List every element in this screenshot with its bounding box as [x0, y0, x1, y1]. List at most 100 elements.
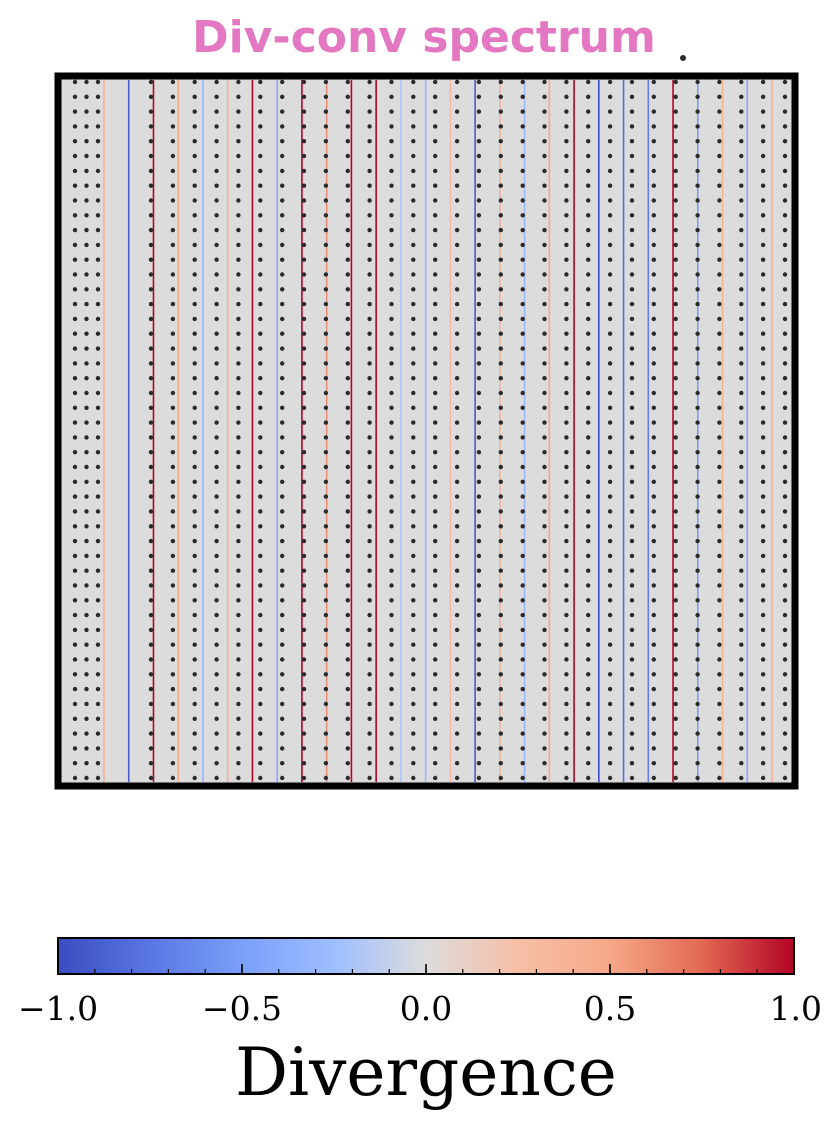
flow-marker [454, 524, 460, 529]
flow-marker [84, 553, 89, 559]
flow-marker [367, 686, 372, 692]
flow-marker [214, 227, 219, 233]
flow-marker [258, 701, 263, 707]
flow-marker [433, 316, 438, 322]
flow-marker [84, 761, 89, 766]
flow-marker [651, 775, 656, 781]
flow-marker [301, 390, 307, 396]
plot-background [58, 76, 795, 786]
flow-marker [148, 746, 154, 751]
flow-marker [673, 94, 678, 100]
flow-marker [258, 450, 263, 455]
flow-marker [72, 657, 78, 662]
flow-marker [95, 257, 101, 262]
flow-marker [367, 583, 372, 588]
flow-marker [258, 139, 263, 144]
flow-marker [192, 94, 197, 100]
flow-marker [170, 464, 176, 470]
flow-marker [782, 627, 788, 633]
flow-marker [564, 642, 569, 647]
flow-marker [739, 612, 744, 618]
flow-marker [301, 627, 307, 633]
flow-marker [586, 686, 591, 692]
flow-marker [607, 79, 613, 85]
flow-marker [542, 568, 547, 573]
flow-marker [345, 583, 350, 588]
flow-marker [84, 301, 89, 307]
flow-marker [214, 612, 219, 618]
flow-marker [433, 657, 438, 662]
flow-marker [586, 746, 591, 751]
flow-marker [280, 390, 285, 396]
flow-marker [607, 301, 613, 307]
flow-marker [280, 272, 285, 277]
flow-marker [739, 301, 744, 307]
flow-marker [476, 79, 482, 85]
flow-marker [72, 716, 78, 721]
flow-marker [564, 287, 569, 292]
flow-marker [520, 450, 525, 455]
flow-marker [673, 731, 678, 736]
flow-marker [454, 672, 460, 677]
flow-marker [345, 168, 350, 174]
flow-marker [739, 390, 744, 396]
flow-marker [72, 198, 78, 203]
colorbar-tick-label: 1.0 [770, 989, 822, 1028]
flow-marker [739, 109, 744, 114]
colorbar-tick-label: 0.5 [584, 989, 636, 1028]
flow-marker [345, 731, 350, 736]
flow-marker [717, 775, 722, 781]
flow-marker [695, 420, 700, 425]
flow-marker [520, 568, 525, 573]
flow-marker [84, 583, 89, 588]
flow-marker [95, 183, 101, 188]
flow-marker [258, 301, 263, 307]
flow-marker [214, 494, 219, 499]
flow-marker [760, 435, 766, 440]
flow-marker [236, 124, 241, 129]
flow-marker [476, 168, 482, 174]
flow-marker [345, 198, 350, 203]
flow-marker [367, 450, 372, 455]
flow-marker [411, 731, 416, 736]
flow-marker [782, 257, 788, 262]
flow-marker [607, 109, 613, 114]
colorbar-label: Divergence [235, 1034, 617, 1111]
flow-marker [433, 479, 438, 484]
flow-marker [695, 494, 700, 499]
flow-marker [651, 109, 656, 114]
flow-marker [607, 627, 613, 633]
flow-marker [673, 716, 678, 721]
flow-marker [301, 198, 307, 203]
flow-marker [301, 761, 307, 766]
flow-marker [498, 686, 503, 692]
flow-marker [192, 642, 197, 647]
flow-marker [476, 568, 482, 573]
flow-marker [651, 183, 656, 188]
flow-marker [95, 272, 101, 277]
flow-marker [542, 686, 547, 692]
flow-marker [389, 553, 394, 559]
flow-marker [236, 657, 241, 662]
flow-marker [236, 94, 241, 100]
flow-marker [148, 213, 154, 218]
flow-marker [280, 642, 285, 647]
flow-marker [651, 464, 656, 470]
flow-marker [498, 139, 503, 144]
flow-marker [782, 731, 788, 736]
flow-marker [695, 538, 700, 544]
flow-marker [192, 494, 197, 499]
flow-marker [629, 583, 635, 588]
flow-marker [520, 390, 525, 396]
flow-marker [192, 686, 197, 692]
flow-marker [760, 761, 766, 766]
flow-marker [280, 598, 285, 603]
flow-marker [760, 242, 766, 248]
flow-marker [760, 153, 766, 159]
flow-marker [629, 301, 635, 307]
flow-marker [476, 183, 482, 188]
flow-marker [236, 331, 241, 336]
flow-marker [476, 464, 482, 470]
flow-marker [367, 376, 372, 381]
flow-marker [95, 227, 101, 233]
